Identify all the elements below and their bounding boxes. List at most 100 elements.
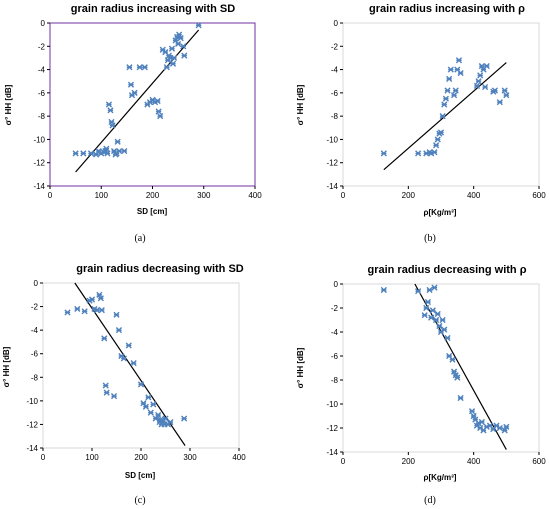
y-tick-label: -10 [26,397,38,406]
data-points [64,282,188,446]
y-tick-label: -2 [38,42,46,51]
y-tick-label: -6 [331,89,339,98]
plot-frame [42,282,240,449]
y-tick-label: -12 [326,159,338,168]
data-point [450,92,458,99]
y-tick-label: -4 [331,328,339,337]
axes: 0-2-4-6-8-10-12-140 200 400 600 [326,19,546,200]
data-point [446,75,453,82]
data-point [116,147,123,155]
data-point [503,423,510,430]
x-axis-label: SD [cm] [125,471,156,480]
data-point [97,295,104,302]
x-axis-label: SD [cm] [137,207,168,216]
data-point [155,108,162,115]
data-point [429,307,436,314]
data-point [501,87,508,94]
data-point [428,314,435,321]
data-point [176,31,183,38]
data-point [457,69,464,77]
data-point [441,101,448,108]
data-point [439,113,446,120]
data-point [195,22,202,29]
data-point [434,310,441,318]
data-point [468,408,476,415]
data-point [415,150,422,157]
data-point [431,149,438,156]
data-point [473,82,481,89]
data-point [93,307,100,314]
panel-caption: (d) [424,495,436,506]
y-tick-label: -2 [31,303,39,312]
data-point [127,81,135,88]
data-point [415,288,422,295]
data-point [380,286,387,294]
data-point [441,326,448,333]
data-point [449,356,456,363]
data-point [96,291,103,298]
x-tick-label: 400 [467,191,481,200]
x-tick-label: 300 [183,453,197,462]
data-point [120,355,127,362]
data-point [162,415,169,422]
x-tick-label: 600 [532,457,546,466]
data-point [168,45,176,52]
y-tick-label: -6 [38,89,46,98]
data-point [477,72,484,79]
chart-c: grain radius decreasing with SD 0 -2 -4 -6 -… [2,263,246,506]
y-tick-label: -8 [38,112,46,121]
data-point [501,427,508,434]
trend-line [75,29,200,173]
data-point [181,52,188,59]
y-tick-label: -14 [33,182,45,191]
data-point [150,401,157,408]
data-point [88,296,96,303]
plot-frame [342,283,540,453]
data-point [482,83,489,91]
y-tick-label: 0 [41,19,46,28]
data-points [380,57,510,171]
y-tick-label: -8 [331,376,339,385]
data-point [503,92,510,99]
axes: 0-2-4-6-8-10-12-140 200 400 600 [326,280,546,466]
chart-title: grain radius increasing with SD [71,3,235,15]
data-point [126,64,133,71]
data-point [433,316,440,324]
data-point [80,150,87,157]
data-point [103,145,110,152]
data-point [450,368,458,375]
data-point [181,415,188,422]
data-point [424,298,432,306]
data-point [454,374,461,381]
data-point [169,60,177,67]
data-point [74,305,81,313]
y-tick-label: -14 [326,448,338,457]
data-point [103,389,110,396]
data-point [147,409,154,416]
y-tick-label: 0 [334,19,339,28]
x-tick-label: 400 [232,453,246,462]
x-tick-label: 100 [85,453,99,462]
data-point [170,54,178,62]
data-point [483,62,490,70]
data-point [423,304,430,312]
x-tick-label: 400 [467,457,481,466]
y-tick-label: -10 [33,135,45,144]
data-point [426,286,433,294]
data-point [87,150,95,157]
y-tick-label: -12 [326,424,338,433]
trend-line [74,282,186,446]
x-tick-label: 100 [95,191,109,200]
y-tick-label: -12 [26,420,38,429]
y-axis-label: σ° HH [dB] [2,346,11,387]
data-point [137,381,145,388]
data-point [142,403,149,410]
data-point [109,122,116,129]
x-tick-label: 0 [48,191,53,200]
data-point [110,393,118,400]
chart-title: grain radius decreasing with SD [76,263,244,275]
y-tick-label: -4 [31,326,39,335]
y-tick-label: -6 [331,352,339,361]
x-tick-label: 0 [341,191,346,200]
